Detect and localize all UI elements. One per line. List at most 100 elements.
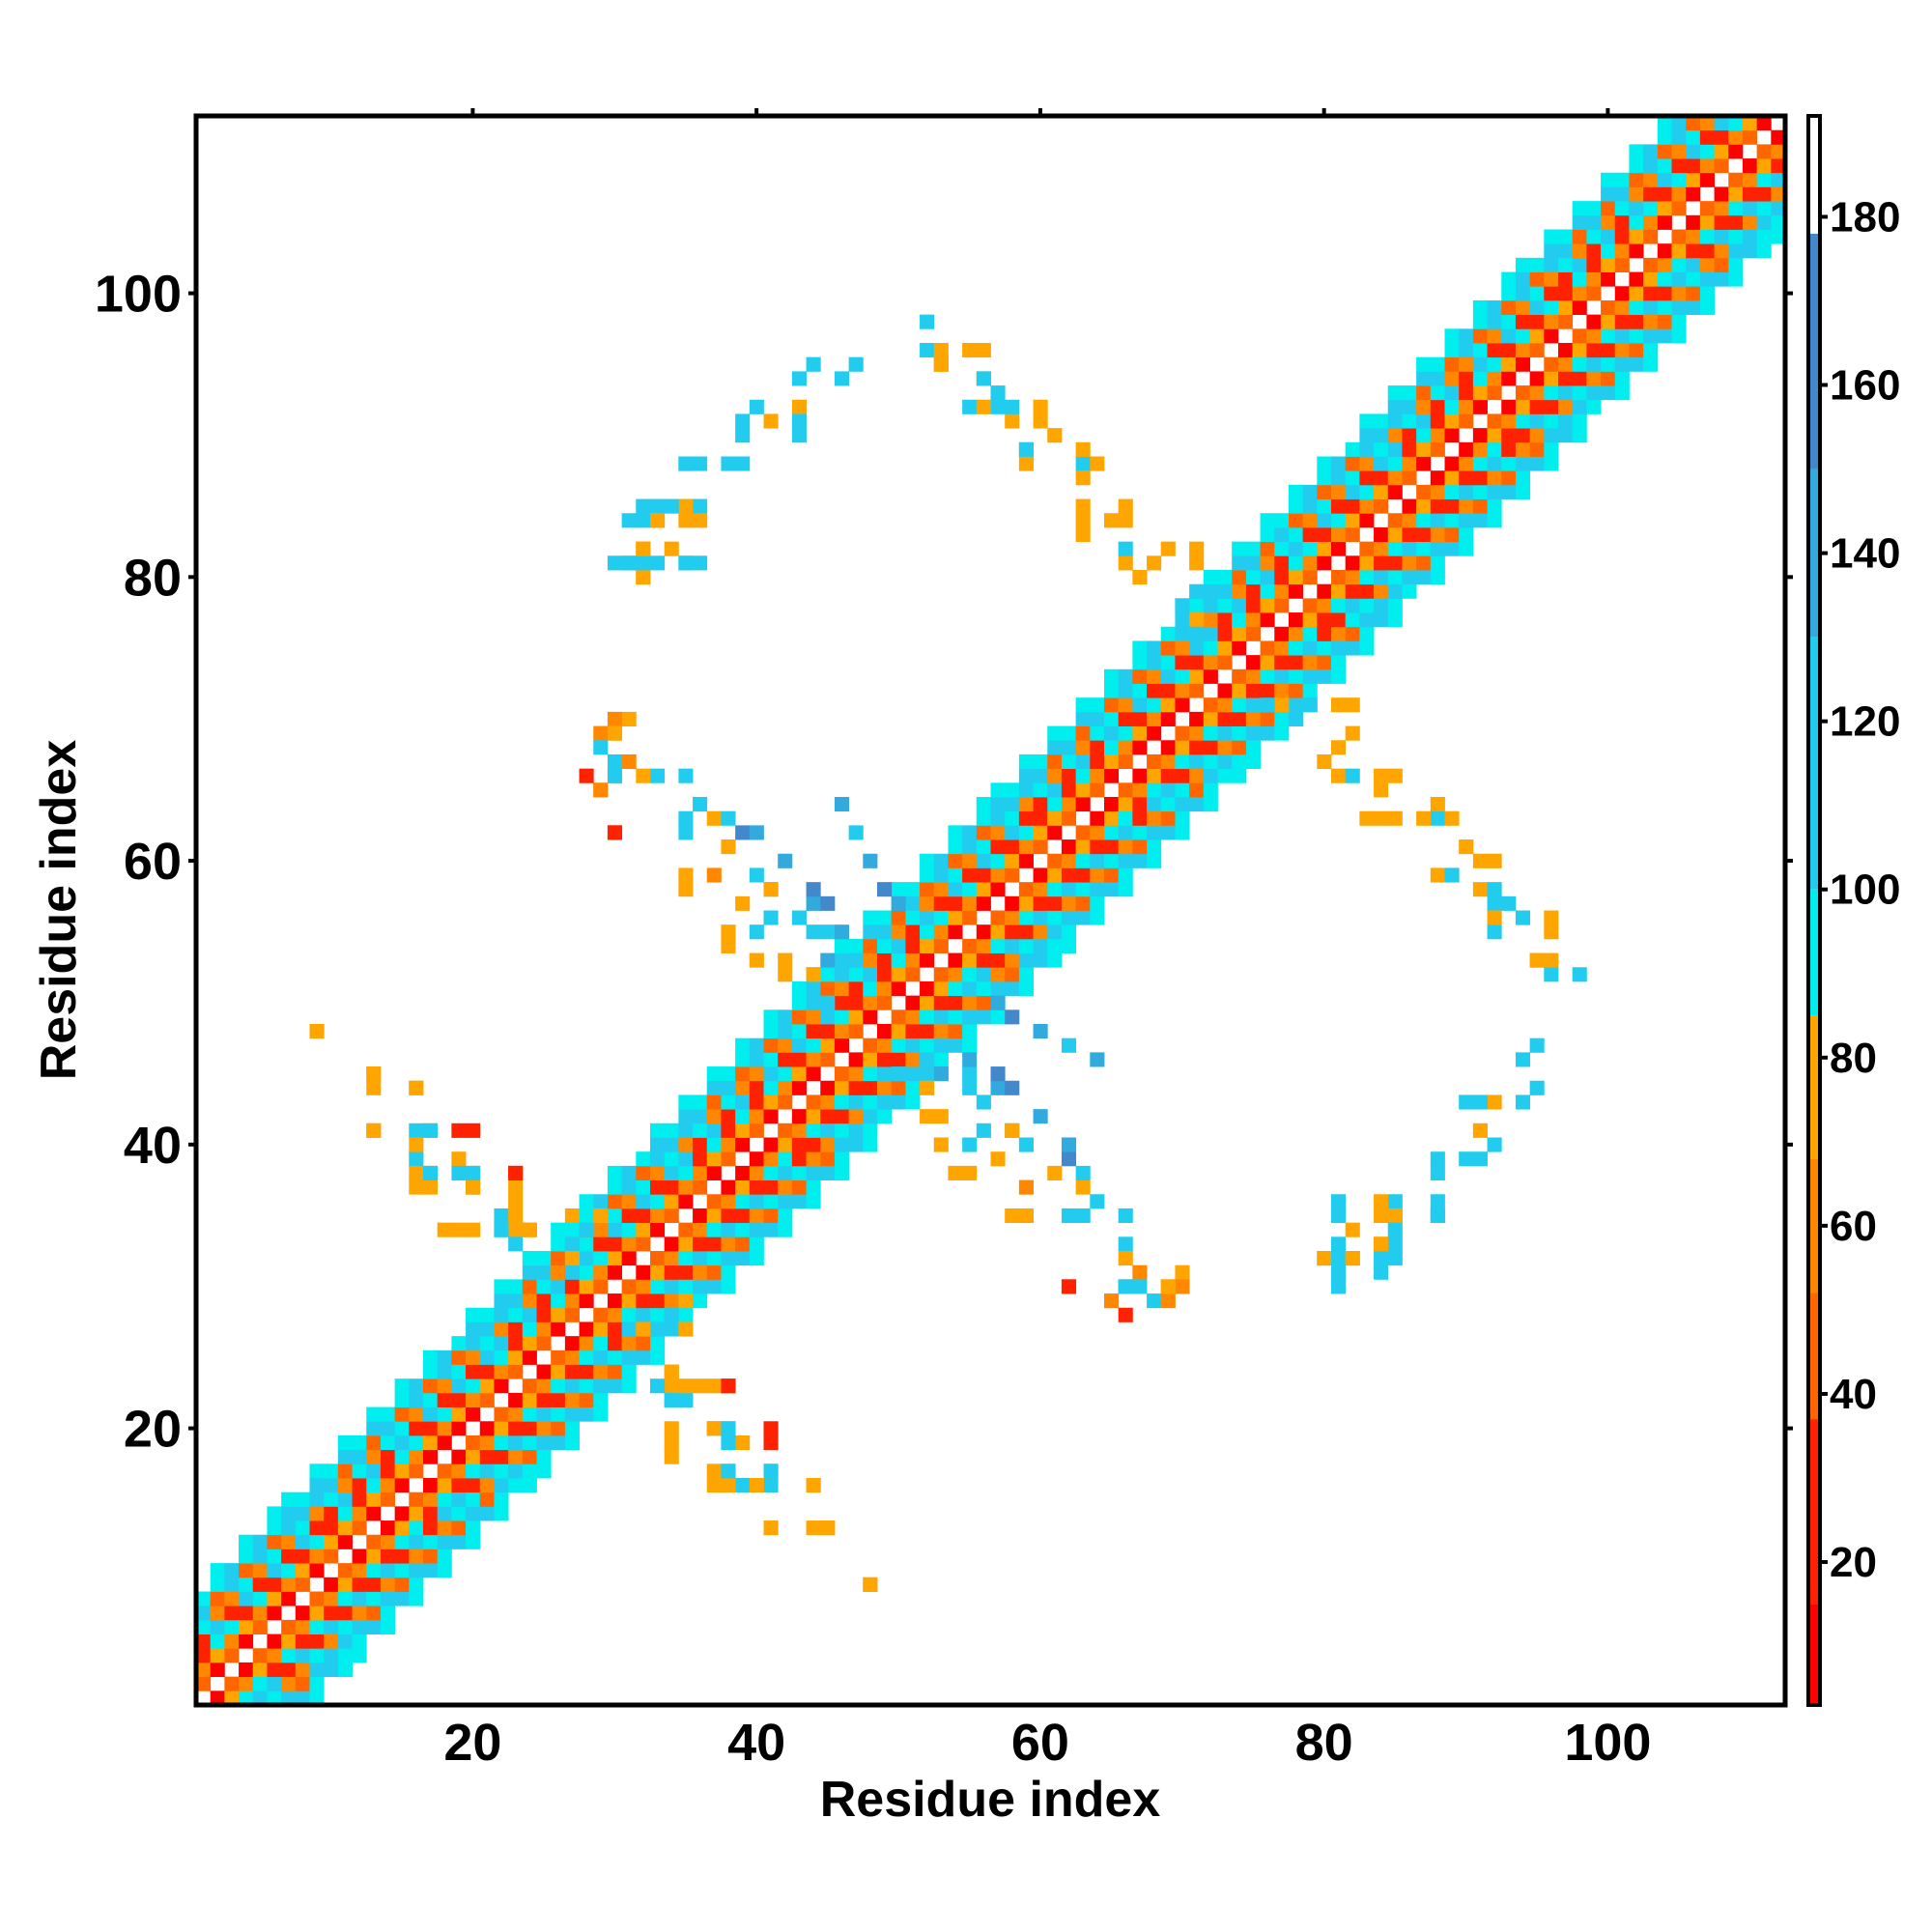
heatmap-cell — [1302, 555, 1318, 571]
heatmap-cell — [1075, 867, 1091, 883]
heatmap-cell — [1699, 158, 1715, 174]
heatmap-cell — [1387, 810, 1403, 826]
heatmap-cell — [678, 513, 694, 528]
heatmap-cell — [621, 1236, 637, 1252]
heatmap-cell — [820, 1151, 836, 1167]
heatmap-cell — [863, 1122, 878, 1138]
heatmap-cell — [1132, 711, 1148, 726]
x-axis-title: Residue index — [820, 1772, 1161, 1828]
heatmap-cell — [224, 1690, 240, 1706]
heatmap-cell — [1033, 810, 1048, 826]
heatmap-cell — [1714, 201, 1729, 216]
heatmap-cell — [976, 867, 991, 883]
heatmap-cell — [1118, 839, 1133, 855]
heatmap-cell — [196, 1634, 212, 1649]
heatmap-cell — [536, 1378, 552, 1394]
heatmap-cell — [1090, 882, 1105, 897]
heatmap-cell — [678, 1293, 694, 1309]
heatmap-cell — [763, 1037, 779, 1053]
heatmap-cell — [409, 1165, 424, 1180]
heatmap-cell — [1075, 725, 1091, 741]
heatmap-cell — [1203, 753, 1218, 770]
heatmap-cell — [1699, 257, 1715, 272]
heatmap-cell — [466, 1435, 481, 1451]
heatmap-cell — [1629, 286, 1644, 301]
heatmap-cell — [1742, 186, 1758, 202]
heatmap-cell — [1104, 839, 1120, 855]
heatmap-cell — [1147, 797, 1162, 812]
heatmap-cell — [1245, 711, 1261, 726]
heatmap-cell — [1671, 201, 1687, 216]
heatmap-cell — [834, 1109, 850, 1124]
heatmap-cell — [1359, 570, 1375, 585]
heatmap-cell — [324, 1577, 339, 1592]
heatmap-cell — [1402, 456, 1417, 471]
heatmap-cell — [281, 1563, 297, 1578]
heatmap-cell — [1544, 952, 1559, 968]
heatmap-cell — [451, 1378, 467, 1394]
heatmap-cell — [494, 1463, 509, 1479]
heatmap-cell — [564, 1264, 580, 1280]
heatmap-cell — [891, 980, 906, 997]
heatmap-cell — [437, 1435, 452, 1451]
heatmap-cell — [522, 1463, 537, 1479]
heatmap-cell — [295, 1577, 310, 1592]
heatmap-cell — [252, 1690, 268, 1706]
heatmap-cell — [848, 1066, 864, 1082]
heatmap-cell — [1657, 214, 1672, 230]
heatmap-cell — [1742, 229, 1758, 244]
heatmap-cell — [466, 1321, 481, 1337]
heatmap-cell — [295, 1676, 310, 1691]
heatmap-cell — [1515, 413, 1531, 429]
heatmap-cell — [1104, 697, 1120, 713]
heatmap-cell — [607, 1251, 623, 1266]
heatmap-cell — [763, 882, 779, 897]
heatmap-cell — [1345, 697, 1360, 713]
heatmap-cell — [1387, 541, 1403, 556]
heatmap-cell — [636, 1279, 651, 1294]
heatmap-cell — [1686, 257, 1701, 272]
heatmap-cell — [1614, 328, 1630, 344]
heatmap-cell — [763, 1137, 779, 1152]
heatmap-cell — [551, 1364, 566, 1379]
heatmap-cell — [1147, 782, 1162, 798]
heatmap-cells — [196, 116, 1786, 1706]
heatmap-cell — [352, 1463, 367, 1479]
heatmap-cell — [1515, 484, 1531, 499]
heatmap-cell — [295, 1619, 310, 1634]
heatmap-cell — [1699, 116, 1715, 131]
heatmap-cell — [536, 1392, 552, 1407]
heatmap-cell — [650, 1151, 666, 1167]
heatmap-cell — [1118, 867, 1133, 883]
heatmap-cell — [834, 995, 850, 1010]
heatmap-cell — [196, 1662, 212, 1678]
heatmap-cell — [593, 1264, 609, 1280]
heatmap-cell — [1374, 470, 1389, 486]
heatmap-cell — [848, 967, 864, 982]
heatmap-cell — [778, 1122, 793, 1138]
heatmap-cell — [848, 952, 864, 968]
heatmap-cell — [1629, 299, 1644, 316]
heatmap-cell — [1260, 513, 1275, 528]
heatmap-cell — [1232, 541, 1247, 556]
heatmap-cell — [763, 1208, 779, 1224]
heatmap-cell — [1416, 570, 1432, 585]
heatmap-cell — [1359, 456, 1375, 471]
heatmap-cell — [1274, 640, 1290, 656]
heatmap-cell — [466, 1222, 481, 1237]
heatmap-cell — [1331, 541, 1347, 556]
heatmap-cell — [1614, 286, 1630, 301]
heatmap-cell — [1472, 356, 1488, 372]
heatmap-cell — [1402, 526, 1417, 543]
heatmap-cell — [791, 1080, 807, 1095]
heatmap-cell — [791, 1009, 807, 1025]
heatmap-cell — [1601, 172, 1616, 187]
heatmap-cell — [508, 1236, 524, 1252]
heatmap-cell — [1175, 810, 1190, 826]
heatmap-cell — [933, 967, 949, 982]
heatmap-cell — [1232, 612, 1247, 628]
heatmap-cell — [820, 1080, 836, 1095]
heatmap-cell — [1515, 441, 1531, 457]
heatmap-cell — [324, 1591, 339, 1606]
heatmap-cell — [1005, 910, 1020, 925]
